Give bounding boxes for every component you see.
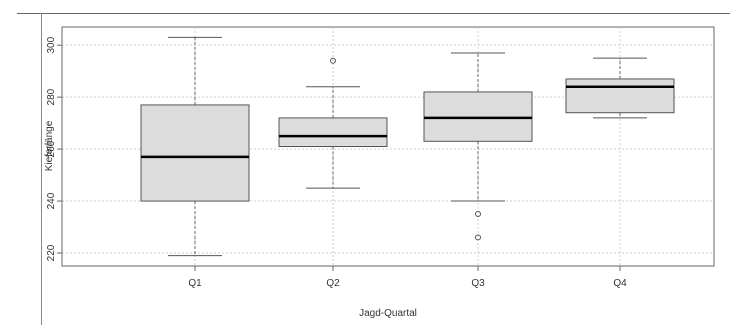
y-tick-label: 280 bbox=[46, 88, 57, 105]
box-q3 bbox=[423, 52, 533, 241]
y-axis: 220 240 260 280 300 bbox=[46, 36, 63, 261]
y-tick-label: 300 bbox=[46, 36, 57, 53]
x-axis-title: Jagd-Quartal bbox=[359, 308, 417, 319]
box-iqr bbox=[140, 104, 250, 202]
outlier-point bbox=[475, 234, 481, 241]
y-tick-label: 260 bbox=[46, 140, 57, 157]
x-tick-label: Q3 bbox=[471, 278, 485, 289]
outlier-point bbox=[475, 211, 481, 218]
box-iqr bbox=[565, 78, 675, 114]
box-iqr bbox=[278, 117, 388, 147]
window-top-border bbox=[17, 13, 730, 14]
window-left-border bbox=[41, 13, 42, 325]
y-tick-label: 220 bbox=[46, 244, 57, 261]
box-iqr bbox=[423, 91, 533, 142]
x-tick-label: Q2 bbox=[326, 278, 340, 289]
box-q2 bbox=[278, 57, 388, 189]
y-axis-title: Kieferlänge bbox=[44, 120, 55, 171]
x-tick-label: Q1 bbox=[188, 278, 202, 289]
y-tick-label: 240 bbox=[46, 192, 57, 209]
box-q1 bbox=[140, 36, 250, 257]
box-series bbox=[140, 36, 675, 257]
x-axis: Q1 Q2 Q3 Q4 bbox=[188, 265, 627, 289]
x-tick-label: Q4 bbox=[613, 278, 627, 289]
box-q4 bbox=[565, 57, 675, 119]
outlier-point bbox=[330, 57, 336, 64]
